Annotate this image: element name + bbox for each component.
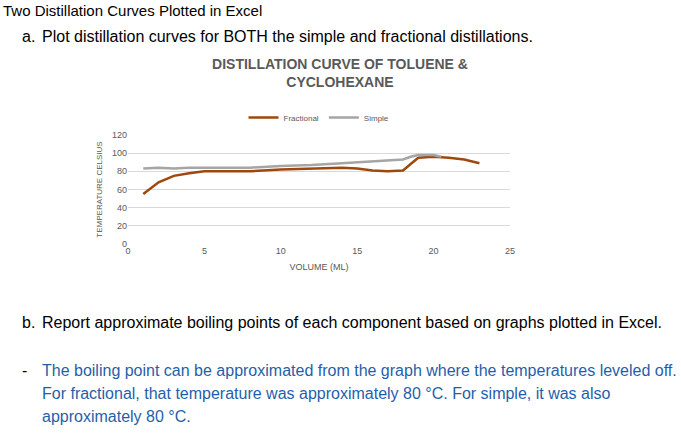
svg-text:VOLUME (ML): VOLUME (ML)	[289, 262, 348, 272]
html-text:Report approximate boiling poi: Report approximate boiling points of eac…	[42, 314, 662, 331]
svg-text:80: 80	[117, 166, 127, 176]
svg-text:100: 100	[112, 148, 127, 158]
svg-text:60: 60	[117, 185, 127, 195]
svg-text:0: 0	[125, 246, 130, 256]
svg-text:TEMPERATURE CELSIUS: TEMPERATURE CELSIUS	[95, 141, 104, 237]
svg-text:5: 5	[202, 246, 207, 256]
svg-text:20: 20	[117, 221, 127, 231]
svg-text:DISTILLATION CURVE OF TOLUENE: DISTILLATION CURVE OF TOLUENE &CYCLOHEXA…	[212, 56, 468, 90]
svg-text:Simple: Simple	[364, 114, 389, 123]
html-text:b.: b.	[22, 314, 36, 331]
html-text:Two Distillation Curves Plotte: Two Distillation Curves Plotted in Excel	[3, 2, 263, 19]
html-text:a.: a.	[22, 28, 36, 45]
svg-text:40: 40	[117, 203, 127, 213]
svg-text:25: 25	[505, 246, 515, 256]
svg-text:Fractional: Fractional	[284, 114, 319, 123]
html-text:Plot distillation curves for B: Plot distillation curves for BOTH the si…	[42, 28, 533, 45]
svg-text:15: 15	[352, 246, 362, 256]
html-text:The boiling point can be appro: The boiling point can be approximated fr…	[42, 362, 677, 425]
svg-text:0: 0	[122, 239, 127, 249]
svg-text:10: 10	[276, 246, 286, 256]
svg-text:120: 120	[112, 130, 127, 140]
svg-text:20: 20	[429, 246, 439, 256]
